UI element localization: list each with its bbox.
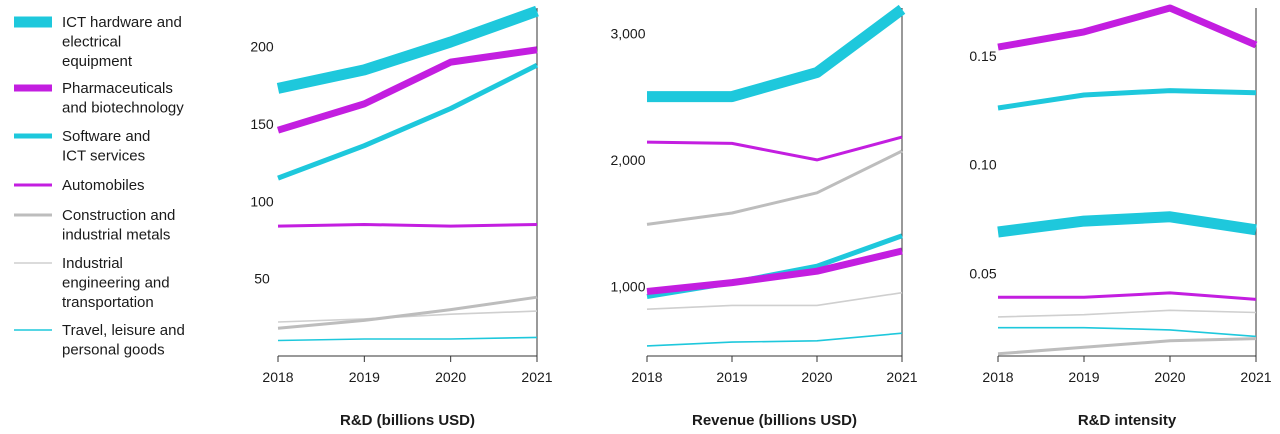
series-line-pharma bbox=[276, 46, 538, 134]
series-line-construction bbox=[277, 295, 538, 330]
series-line-travel bbox=[277, 336, 538, 342]
x-tick-label: 2018 bbox=[262, 369, 293, 385]
series-line-industrial bbox=[277, 310, 538, 323]
series-line-software bbox=[277, 62, 539, 181]
legend-label-travel: personal goods bbox=[62, 342, 165, 359]
legend-label-industrial: transportation bbox=[62, 294, 154, 311]
legend-label-pharma: Pharmaceuticals bbox=[62, 80, 173, 97]
legend-label-software: Software and bbox=[62, 128, 150, 145]
x-tick-label: 2020 bbox=[435, 369, 466, 385]
y-tick-label: 50 bbox=[254, 271, 270, 287]
y-tick-label: 3,000 bbox=[610, 25, 645, 41]
series-line-auto bbox=[646, 135, 903, 162]
series-line-software bbox=[997, 88, 1257, 111]
y-tick-label: 0.15 bbox=[969, 48, 996, 64]
x-tick-label: 2019 bbox=[716, 369, 747, 385]
series-line-ict_hw bbox=[647, 4, 906, 103]
legend: ICT hardware and electrical equipment Pharm… bbox=[14, 14, 185, 359]
x-tick-label: 2021 bbox=[1240, 369, 1271, 385]
series-line-industrial bbox=[997, 309, 1257, 318]
y-tick-label: 0.05 bbox=[969, 265, 996, 281]
series-line-construction bbox=[646, 149, 903, 226]
panel-rd: 50 100 150 200 2018 2019 2020 2021 R&D (billions… bbox=[250, 5, 553, 429]
series-line-travel bbox=[998, 326, 1257, 338]
legend-label-industrial: engineering and bbox=[62, 275, 170, 292]
y-tick-label: 150 bbox=[250, 116, 274, 132]
x-axis-title: R&D intensity bbox=[1078, 412, 1177, 429]
x-tick-label: 2018 bbox=[631, 369, 662, 385]
y-tick-label: 200 bbox=[250, 39, 274, 55]
legend-label-ict_hw: electrical bbox=[62, 34, 121, 51]
x-axis-title: R&D (billions USD) bbox=[340, 412, 475, 429]
legend-label-software: ICT services bbox=[62, 148, 145, 165]
x-tick-label: 2019 bbox=[1068, 369, 1099, 385]
series-line-ict_hw bbox=[997, 211, 1257, 238]
legend-label-auto: Automobiles bbox=[62, 177, 145, 194]
legend-label-travel: Travel, leisure and bbox=[62, 322, 185, 339]
legend-label-ict_hw: equipment bbox=[62, 53, 133, 70]
x-tick-label: 2018 bbox=[982, 369, 1013, 385]
legend-label-construction: Construction and bbox=[62, 207, 175, 224]
x-tick-label: 2021 bbox=[521, 369, 552, 385]
y-tick-label: 2,000 bbox=[610, 152, 645, 168]
series-line-construction bbox=[997, 337, 1257, 356]
series-line-industrial bbox=[646, 291, 903, 310]
series-line-pharma bbox=[997, 4, 1258, 51]
legend-label-construction: industrial metals bbox=[62, 227, 170, 244]
series-line-pharma bbox=[646, 247, 903, 295]
y-tick-label: 1,000 bbox=[610, 278, 645, 294]
legend-label-industrial: Industrial bbox=[62, 255, 123, 272]
series-line-auto bbox=[998, 291, 1257, 301]
panel-rd-intensity: 0.05 0.10 0.15 2018 2019 2020 2021 R&D intensit… bbox=[969, 4, 1272, 429]
x-tick-label: 2019 bbox=[349, 369, 380, 385]
series-line-travel bbox=[646, 332, 903, 347]
series-line-ict_hw bbox=[276, 5, 539, 94]
y-tick-label: 0.10 bbox=[969, 157, 996, 173]
series-line-auto bbox=[277, 223, 538, 228]
x-tick-label: 2021 bbox=[886, 369, 917, 385]
x-tick-label: 2020 bbox=[1154, 369, 1185, 385]
x-axis-title: Revenue (billions USD) bbox=[692, 412, 857, 429]
x-tick-label: 2020 bbox=[801, 369, 832, 385]
panel-revenue: 1,000 2,000 3,000 2018 2019 2020 2021 Revenue (… bbox=[610, 4, 918, 429]
legend-label-ict_hw: ICT hardware and bbox=[62, 14, 182, 31]
y-tick-label: 100 bbox=[250, 193, 274, 209]
legend-label-pharma: and biotechnology bbox=[62, 100, 184, 117]
